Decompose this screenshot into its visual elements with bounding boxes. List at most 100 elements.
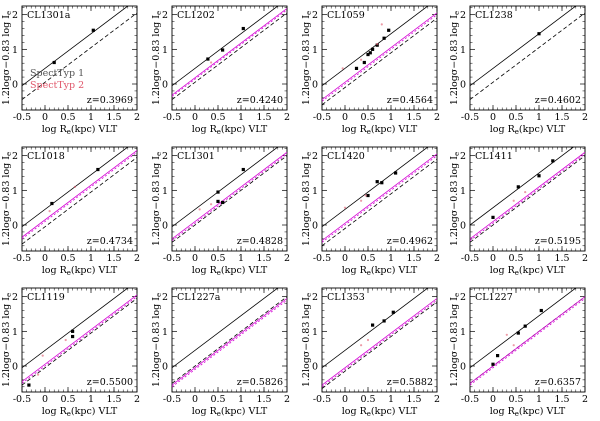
x-tick-label: 1.5	[554, 394, 569, 405]
data-point-type2	[360, 199, 363, 202]
relation-lines	[322, 147, 437, 247]
x-tick-label: 0	[490, 394, 496, 405]
data-point-type1	[391, 310, 395, 314]
x-tick-label: 0.5	[360, 253, 375, 264]
x-tick-label: 1.5	[106, 394, 121, 405]
y-axis-label: 1.2logσ−0.83 log Ie	[301, 11, 313, 105]
data-point-type1	[216, 190, 220, 194]
y-tick-label: 1	[12, 186, 18, 197]
plot-frame	[321, 287, 438, 393]
relation-line-dashed	[22, 12, 137, 100]
y-axis-label: 1.2logσ−0.83 log Ie	[1, 11, 13, 105]
x-tick-label: 0	[192, 394, 198, 405]
x-axis-label: log Re(kpc) VLT	[490, 124, 566, 136]
y-tick-label: 0	[162, 80, 168, 91]
x-tick-label: -0.5	[163, 112, 181, 123]
relation-lines	[470, 147, 585, 243]
x-tick-label: 2	[582, 253, 588, 264]
data-point-type1	[394, 171, 398, 175]
panel-cl1119: -0.5 0 0.5 1 1.5 2 0 1 2 log Re(kpc) VLT 1.2logσ−0…	[1, 287, 140, 418]
relation-lines	[22, 288, 137, 386]
data-point-type2	[41, 354, 44, 357]
x-axis-label: log Re(kpc) VLT	[342, 124, 418, 136]
plot-frame	[21, 5, 138, 111]
x-tick-label: 0	[342, 394, 348, 405]
relation-line-magenta	[322, 298, 437, 386]
y-tick-label: 2	[460, 292, 466, 303]
data-point-type1	[241, 26, 245, 31]
x-axis-label: log Re(kpc) VLT	[42, 406, 118, 418]
x-tick-label: 0.5	[508, 253, 523, 264]
relation-lines	[172, 288, 287, 388]
y-tick-label: 1	[12, 327, 18, 338]
x-axis-label: log Re(kpc) VLT	[490, 265, 566, 277]
data-point-type2	[360, 344, 363, 347]
relation-line-magenta-dotted	[322, 14, 437, 102]
x-tick-label: 1	[536, 112, 542, 123]
data-point-type1	[354, 66, 359, 70]
x-tick-label: 0.5	[60, 253, 75, 264]
y-tick-label: 0	[460, 221, 466, 232]
y-axis-label: 1.2logσ−0.83 log Ie	[301, 152, 313, 246]
y-tick-label: 1	[312, 186, 318, 197]
relation-line-magenta	[22, 150, 137, 238]
data-point-type1	[491, 362, 495, 366]
x-tick-label: 2	[582, 112, 588, 123]
relation-line-solid	[322, 6, 429, 87]
redshift-label: z=0.5195	[535, 236, 581, 247]
data-point-type1	[96, 167, 100, 172]
x-tick-label: 0.5	[360, 394, 375, 405]
data-point-type2	[524, 190, 527, 194]
y-tick-label: 0	[12, 362, 18, 373]
x-tick-label: 2	[134, 253, 140, 264]
relation-line-magenta	[22, 294, 137, 382]
data-point-type1	[371, 323, 375, 327]
redshift-label: z=0.4828	[237, 236, 283, 247]
x-tick-label: 0	[42, 253, 48, 264]
data-point-type2	[210, 61, 213, 64]
y-tick-label: 1	[162, 327, 168, 338]
relation-line-magenta	[322, 12, 437, 100]
data-point-type1	[551, 159, 555, 163]
relation-line-solid	[172, 147, 279, 228]
relation-line-solid	[470, 288, 577, 369]
relation-line-solid	[22, 288, 129, 369]
plot-frame	[21, 146, 138, 252]
data-point-type1	[516, 185, 520, 189]
x-axis-label: log Re(kpc) VLT	[42, 124, 118, 136]
x-tick-label: 0	[42, 112, 48, 123]
data-point-type1	[539, 308, 543, 313]
panel-cl1202: -0.5 0 0.5 1 1.5 2 0 1 2 log Re(kpc) VLT 1.2logσ−0…	[151, 5, 290, 136]
x-tick-label: 2	[434, 253, 440, 264]
x-tick-label: 1	[388, 394, 394, 405]
x-tick-label: 1.5	[554, 253, 569, 264]
panel-cl1227: -0.5 0 0.5 1 1.5 2 0 1 2 log Re(kpc) VLT 1.2logσ−0…	[449, 287, 588, 418]
panel-cl1353: -0.5 0 0.5 1 1.5 2 0 1 2 log Re(kpc) VLT 1.2logσ−0…	[301, 287, 440, 418]
data-point-type1	[221, 48, 225, 52]
data-point-type2	[380, 23, 383, 26]
relation-line-dashed	[470, 12, 585, 100]
relation-line-magenta-dotted	[470, 298, 585, 386]
x-tick-label: -0.5	[13, 253, 31, 264]
y-tick-label: 1	[460, 327, 466, 338]
redshift-label: z=0.4734	[87, 236, 133, 247]
y-axis-label: 1.2logσ−0.83 log Ie	[449, 11, 461, 105]
x-tick-label: -0.5	[461, 112, 479, 123]
redshift-label: z=0.4564	[387, 95, 433, 106]
y-tick-label: 0	[312, 362, 318, 373]
panel-cl1411: -0.5 0 0.5 1 1.5 2 0 1 2 log Re(kpc) VLT 1.2logσ−0…	[449, 146, 588, 277]
x-tick-label: 1	[238, 112, 244, 123]
relation-line-dashed	[22, 157, 137, 245]
relation-line-magenta	[322, 153, 437, 241]
cluster-name: CL1202	[177, 10, 215, 21]
y-tick-label: 2	[162, 10, 168, 21]
y-tick-label: 1	[12, 45, 18, 56]
y-tick-label: 1	[460, 186, 466, 197]
relation-lines	[322, 6, 437, 106]
plot-frame	[469, 5, 586, 111]
data-point-type1	[368, 51, 372, 55]
x-tick-label: 0	[342, 253, 348, 264]
x-tick-label: -0.5	[13, 394, 31, 405]
y-tick-label: 1	[312, 327, 318, 338]
